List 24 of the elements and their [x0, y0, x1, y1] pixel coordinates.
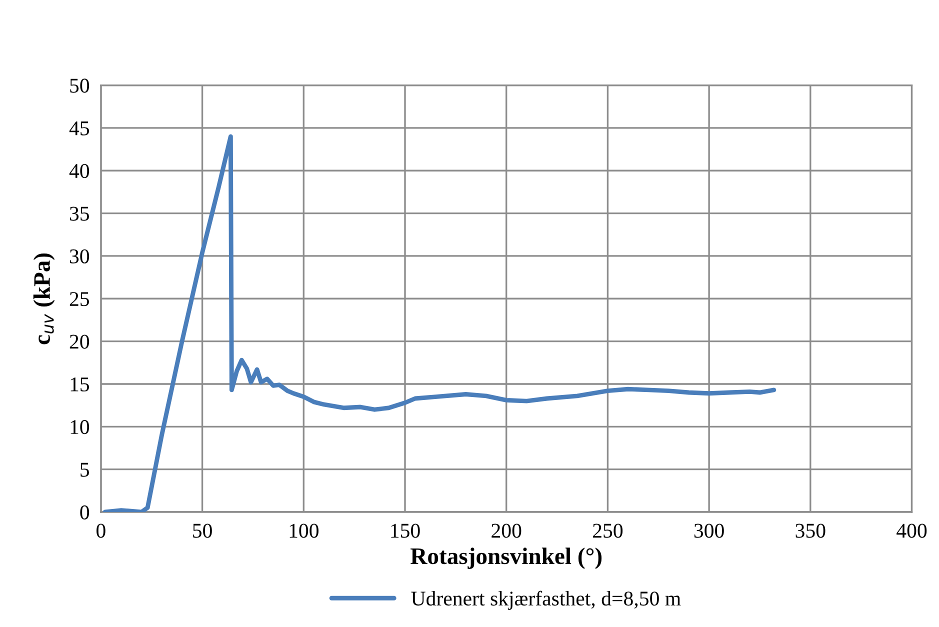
x-tick-label: 200	[492, 524, 522, 538]
x-tick-label: 150	[391, 524, 420, 538]
x-tick-label: 100	[290, 524, 318, 538]
y-tick-label: 30	[70, 249, 90, 264]
y-tick-label: 15	[70, 377, 90, 392]
y-axis-title: c$_{uv}$ (kPa)	[33, 253, 55, 344]
y-tick-label: 10	[70, 420, 90, 434]
y-tick-label: 0	[80, 505, 90, 520]
x-tick-label: 250	[593, 524, 623, 538]
y-tick-label: 45	[69, 121, 90, 136]
y-tick-label: 25	[70, 292, 90, 306]
x-tick-label: 300	[694, 524, 724, 538]
legend-label: Udrenert skjærfasthet, d=8,50 m	[411, 590, 681, 610]
x-tick-label: 50	[193, 524, 212, 538]
x-tick-label: 400	[896, 524, 927, 538]
y-tick-label: 35	[70, 206, 90, 221]
line-series	[102, 134, 776, 512]
x-tick-label: 350	[796, 524, 826, 538]
x-axis-title: Rotasjonsvinkel (°)	[410, 548, 602, 569]
x-tick-label: 0	[96, 524, 106, 538]
y-tick-label: 5	[80, 462, 90, 477]
y-tick-label: 40	[69, 164, 90, 178]
y-tick-label: 50	[70, 78, 90, 93]
y-tick-label: 20	[70, 334, 90, 349]
